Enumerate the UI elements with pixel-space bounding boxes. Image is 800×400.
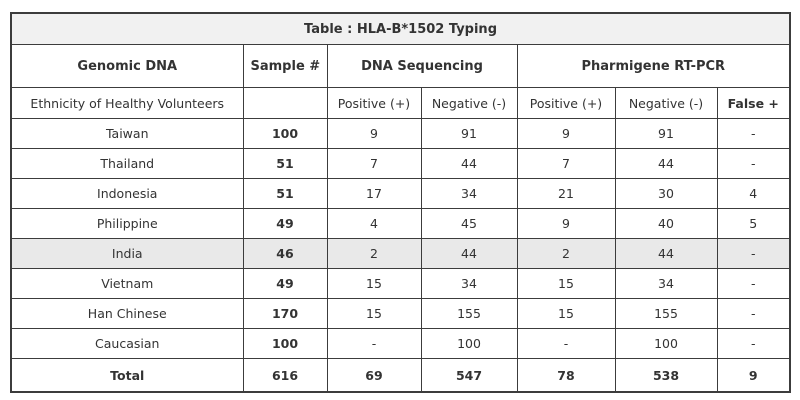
table-header-row: Genomic DNA Sample # DNA Sequencing Phar…: [10, 44, 791, 88]
seq-positive-cell: 15: [326, 298, 422, 329]
subheader-seq-positive: Positive (+): [326, 87, 422, 119]
false-positive-cell: -: [716, 328, 791, 359]
false-positive-cell: -: [716, 148, 791, 179]
table-row-total: Total 616 69 547 78 538 9: [10, 358, 791, 393]
ethnicity-cell: Han Chinese: [10, 298, 244, 329]
false-positive-cell: 4: [716, 178, 791, 209]
pcr-negative-cell: 40: [614, 208, 718, 239]
seq-positive-cell: 15: [326, 268, 422, 299]
false-positive-cell: -: [716, 238, 791, 269]
hla-typing-table: Table : HLA-B*1502 Typing Genomic DNA Sa…: [10, 12, 792, 393]
table-row-india: India 46 2 44 2 44 -: [10, 238, 791, 269]
pcr-negative-cell: 44: [614, 238, 718, 269]
sample-cell: 616: [242, 358, 328, 393]
pcr-positive-cell: 78: [516, 358, 616, 393]
sample-cell: 100: [242, 328, 328, 359]
sample-cell: 51: [242, 148, 328, 179]
table-row-philippine: Philippine 49 4 45 9 40 5: [10, 208, 791, 239]
pcr-negative-cell: 34: [614, 268, 718, 299]
pcr-negative-cell: 100: [614, 328, 718, 359]
pcr-positive-cell: 21: [516, 178, 616, 209]
ethnicity-cell: Caucasian: [10, 328, 244, 359]
pcr-positive-cell: 2: [516, 238, 616, 269]
seq-negative-cell: 155: [420, 298, 518, 329]
pcr-positive-cell: 15: [516, 268, 616, 299]
ethnicity-cell: Indonesia: [10, 178, 244, 209]
table-row-caucasian: Caucasian 100 - 100 - 100 -: [10, 328, 791, 359]
header-pharmigene-rtpcr: Pharmigene RT-PCR: [516, 44, 791, 88]
subheader-ethnicity: Ethnicity of Healthy Volunteers: [10, 87, 244, 119]
ethnicity-cell: Philippine: [10, 208, 244, 239]
subheader-empty-cell: [242, 87, 328, 119]
seq-negative-cell: 34: [420, 178, 518, 209]
pcr-negative-cell: 155: [614, 298, 718, 329]
seq-negative-cell: 91: [420, 118, 518, 149]
ethnicity-cell: Thailand: [10, 148, 244, 179]
subheader-pcr-positive: Positive (+): [516, 87, 616, 119]
seq-positive-cell: -: [326, 328, 422, 359]
sample-cell: 170: [242, 298, 328, 329]
pcr-positive-cell: 7: [516, 148, 616, 179]
seq-negative-cell: 100: [420, 328, 518, 359]
total-label-cell: Total: [10, 358, 244, 393]
table-title-row: Table : HLA-B*1502 Typing: [10, 12, 791, 45]
pcr-positive-cell: 15: [516, 298, 616, 329]
false-positive-cell: -: [716, 268, 791, 299]
pcr-negative-cell: 91: [614, 118, 718, 149]
header-sample-number: Sample #: [242, 44, 328, 88]
header-genomic-dna: Genomic DNA: [10, 44, 244, 88]
pcr-negative-cell: 538: [614, 358, 718, 393]
seq-positive-cell: 69: [326, 358, 422, 393]
table-subheader-row: Ethnicity of Healthy Volunteers Positive…: [10, 87, 791, 119]
false-positive-cell: -: [716, 298, 791, 329]
ethnicity-cell: India: [10, 238, 244, 269]
pcr-positive-cell: -: [516, 328, 616, 359]
subheader-pcr-negative: Negative (-): [614, 87, 718, 119]
seq-positive-cell: 7: [326, 148, 422, 179]
seq-positive-cell: 9: [326, 118, 422, 149]
sample-cell: 49: [242, 208, 328, 239]
false-positive-cell: 5: [716, 208, 791, 239]
seq-negative-cell: 547: [420, 358, 518, 393]
sample-cell: 49: [242, 268, 328, 299]
seq-negative-cell: 34: [420, 268, 518, 299]
pcr-positive-cell: 9: [516, 118, 616, 149]
sample-cell: 51: [242, 178, 328, 209]
table-title: Table : HLA-B*1502 Typing: [10, 12, 791, 45]
sample-cell: 46: [242, 238, 328, 269]
table-row-taiwan: Taiwan 100 9 91 9 91 -: [10, 118, 791, 149]
subheader-seq-negative: Negative (-): [420, 87, 518, 119]
false-positive-cell: -: [716, 118, 791, 149]
sample-cell: 100: [242, 118, 328, 149]
seq-negative-cell: 45: [420, 208, 518, 239]
header-dna-sequencing: DNA Sequencing: [326, 44, 518, 88]
pcr-positive-cell: 9: [516, 208, 616, 239]
pcr-negative-cell: 30: [614, 178, 718, 209]
seq-positive-cell: 17: [326, 178, 422, 209]
false-positive-cell: 9: [716, 358, 791, 393]
ethnicity-cell: Vietnam: [10, 268, 244, 299]
pcr-negative-cell: 44: [614, 148, 718, 179]
table-row-indonesia: Indonesia 51 17 34 21 30 4: [10, 178, 791, 209]
table-row-vietnam: Vietnam 49 15 34 15 34 -: [10, 268, 791, 299]
seq-negative-cell: 44: [420, 148, 518, 179]
table-row-han-chinese: Han Chinese 170 15 155 15 155 -: [10, 298, 791, 329]
seq-positive-cell: 2: [326, 238, 422, 269]
seq-positive-cell: 4: [326, 208, 422, 239]
subheader-false-positive: False +: [716, 87, 791, 119]
seq-negative-cell: 44: [420, 238, 518, 269]
ethnicity-cell: Taiwan: [10, 118, 244, 149]
table-row-thailand: Thailand 51 7 44 7 44 -: [10, 148, 791, 179]
